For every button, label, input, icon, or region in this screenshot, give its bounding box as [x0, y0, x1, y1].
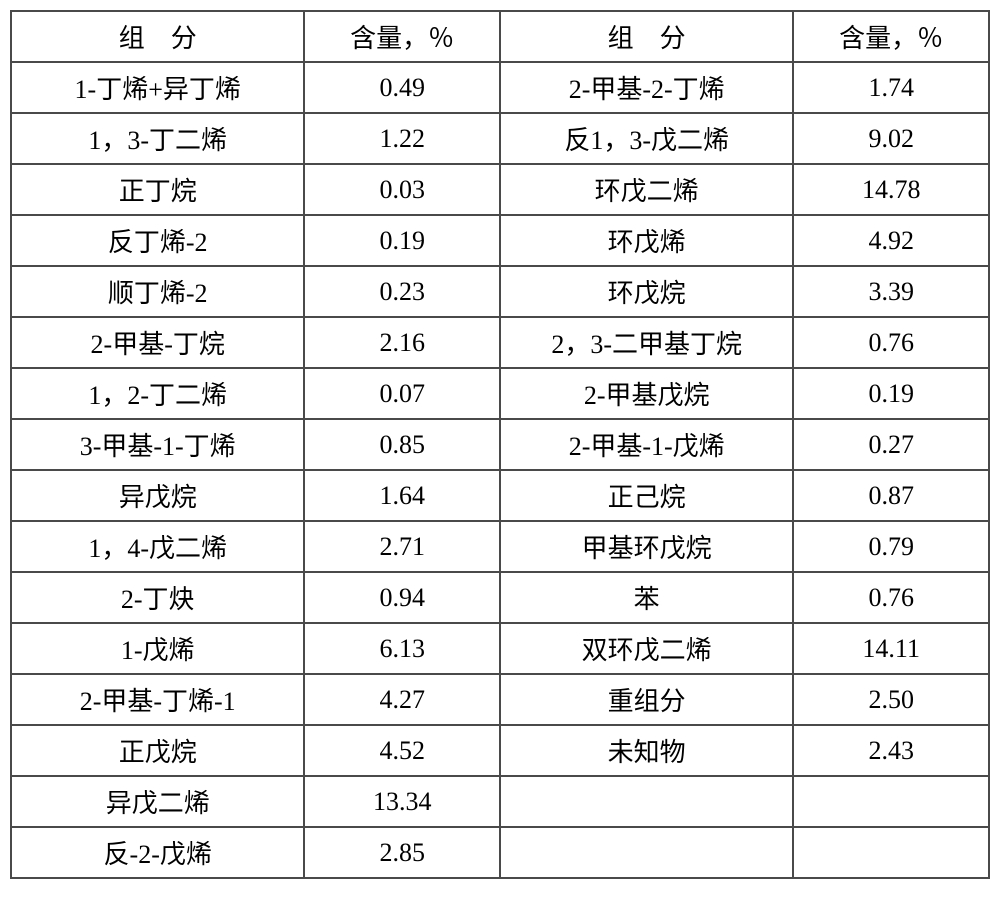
header-component-2: 组 分: [500, 11, 793, 62]
cell-component-right: 2-甲基-1-戊烯: [500, 419, 793, 470]
table-row: 正戊烷4.52未知物2.43: [11, 725, 989, 776]
cell-component-left: 2-甲基-丁烷: [11, 317, 304, 368]
cell-value-left: 0.03: [304, 164, 500, 215]
table-row: 2-丁炔0.94苯0.76: [11, 572, 989, 623]
cell-value-left: 4.52: [304, 725, 500, 776]
cell-component-left: 2-丁炔: [11, 572, 304, 623]
table-row: 1，3-丁二烯1.22反1，3-戊二烯9.02: [11, 113, 989, 164]
cell-component-right: [500, 827, 793, 878]
cell-component-left: 2-甲基-丁烯-1: [11, 674, 304, 725]
table-row: 3-甲基-1-丁烯0.852-甲基-1-戊烯0.27: [11, 419, 989, 470]
cell-component-right: 2-甲基-2-丁烯: [500, 62, 793, 113]
table-row: 正丁烷0.03环戊二烯14.78: [11, 164, 989, 215]
table-row: 1-丁烯+异丁烯0.492-甲基-2-丁烯1.74: [11, 62, 989, 113]
cell-component-right: 苯: [500, 572, 793, 623]
cell-component-right: [500, 776, 793, 827]
cell-value-left: 4.27: [304, 674, 500, 725]
table-row: 反丁烯-20.19环戊烯4.92: [11, 215, 989, 266]
cell-component-left: 1-丁烯+异丁烯: [11, 62, 304, 113]
cell-value-right: [793, 827, 989, 878]
cell-value-right: 14.78: [793, 164, 989, 215]
composition-table-container: 组 分 含量，％ 组 分 含量，％ 1-丁烯+异丁烯0.492-甲基-2-丁烯1…: [10, 10, 990, 879]
table-row: 异戊烷1.64正己烷0.87: [11, 470, 989, 521]
cell-value-right: 0.79: [793, 521, 989, 572]
cell-value-left: 1.64: [304, 470, 500, 521]
cell-component-right: 正己烷: [500, 470, 793, 521]
table-row: 异戊二烯13.34: [11, 776, 989, 827]
cell-component-left: 1，4-戊二烯: [11, 521, 304, 572]
cell-value-left: 0.23: [304, 266, 500, 317]
cell-value-right: 3.39: [793, 266, 989, 317]
table-row: 1，4-戊二烯2.71甲基环戊烷0.79: [11, 521, 989, 572]
table-row: 反-2-戊烯2.85: [11, 827, 989, 878]
cell-value-left: 0.49: [304, 62, 500, 113]
cell-value-right: 4.92: [793, 215, 989, 266]
cell-value-left: 0.19: [304, 215, 500, 266]
cell-component-left: 反丁烯-2: [11, 215, 304, 266]
cell-component-right: 环戊烷: [500, 266, 793, 317]
cell-value-left: 0.94: [304, 572, 500, 623]
cell-component-left: 反-2-戊烯: [11, 827, 304, 878]
cell-component-left: 1，2-丁二烯: [11, 368, 304, 419]
cell-value-left: 13.34: [304, 776, 500, 827]
table-header-row: 组 分 含量，％ 组 分 含量，％: [11, 11, 989, 62]
composition-table: 组 分 含量，％ 组 分 含量，％ 1-丁烯+异丁烯0.492-甲基-2-丁烯1…: [10, 10, 990, 879]
cell-value-left: 2.16: [304, 317, 500, 368]
cell-value-left: 1.22: [304, 113, 500, 164]
cell-component-left: 正丁烷: [11, 164, 304, 215]
cell-component-right: 2，3-二甲基丁烷: [500, 317, 793, 368]
cell-value-left: 2.85: [304, 827, 500, 878]
cell-component-left: 异戊二烯: [11, 776, 304, 827]
cell-value-left: 6.13: [304, 623, 500, 674]
cell-component-left: 异戊烷: [11, 470, 304, 521]
header-content-2: 含量，％: [793, 11, 989, 62]
cell-value-right: 2.43: [793, 725, 989, 776]
cell-value-left: 2.71: [304, 521, 500, 572]
table-row: 2-甲基-丁烷2.162，3-二甲基丁烷0.76: [11, 317, 989, 368]
cell-component-right: 甲基环戊烷: [500, 521, 793, 572]
cell-component-left: 顺丁烯-2: [11, 266, 304, 317]
cell-component-left: 3-甲基-1-丁烯: [11, 419, 304, 470]
cell-value-right: 1.74: [793, 62, 989, 113]
cell-component-right: 双环戊二烯: [500, 623, 793, 674]
cell-component-right: 重组分: [500, 674, 793, 725]
cell-value-left: 0.07: [304, 368, 500, 419]
cell-value-right: 0.87: [793, 470, 989, 521]
cell-component-right: 环戊二烯: [500, 164, 793, 215]
cell-value-right: [793, 776, 989, 827]
cell-value-right: 0.19: [793, 368, 989, 419]
table-row: 顺丁烯-20.23环戊烷3.39: [11, 266, 989, 317]
header-component-1: 组 分: [11, 11, 304, 62]
cell-component-right: 反1，3-戊二烯: [500, 113, 793, 164]
cell-value-right: 0.27: [793, 419, 989, 470]
cell-component-left: 正戊烷: [11, 725, 304, 776]
cell-value-right: 0.76: [793, 572, 989, 623]
cell-component-right: 2-甲基戊烷: [500, 368, 793, 419]
table-row: 2-甲基-丁烯-14.27重组分2.50: [11, 674, 989, 725]
header-content-1: 含量，％: [304, 11, 500, 62]
cell-component-left: 1-戊烯: [11, 623, 304, 674]
cell-value-right: 0.76: [793, 317, 989, 368]
table-body: 1-丁烯+异丁烯0.492-甲基-2-丁烯1.741，3-丁二烯1.22反1，3…: [11, 62, 989, 878]
cell-component-right: 环戊烯: [500, 215, 793, 266]
cell-value-right: 9.02: [793, 113, 989, 164]
cell-component-right: 未知物: [500, 725, 793, 776]
table-row: 1-戊烯6.13双环戊二烯14.11: [11, 623, 989, 674]
table-row: 1，2-丁二烯0.072-甲基戊烷0.19: [11, 368, 989, 419]
cell-value-right: 2.50: [793, 674, 989, 725]
cell-value-right: 14.11: [793, 623, 989, 674]
cell-component-left: 1，3-丁二烯: [11, 113, 304, 164]
cell-value-left: 0.85: [304, 419, 500, 470]
